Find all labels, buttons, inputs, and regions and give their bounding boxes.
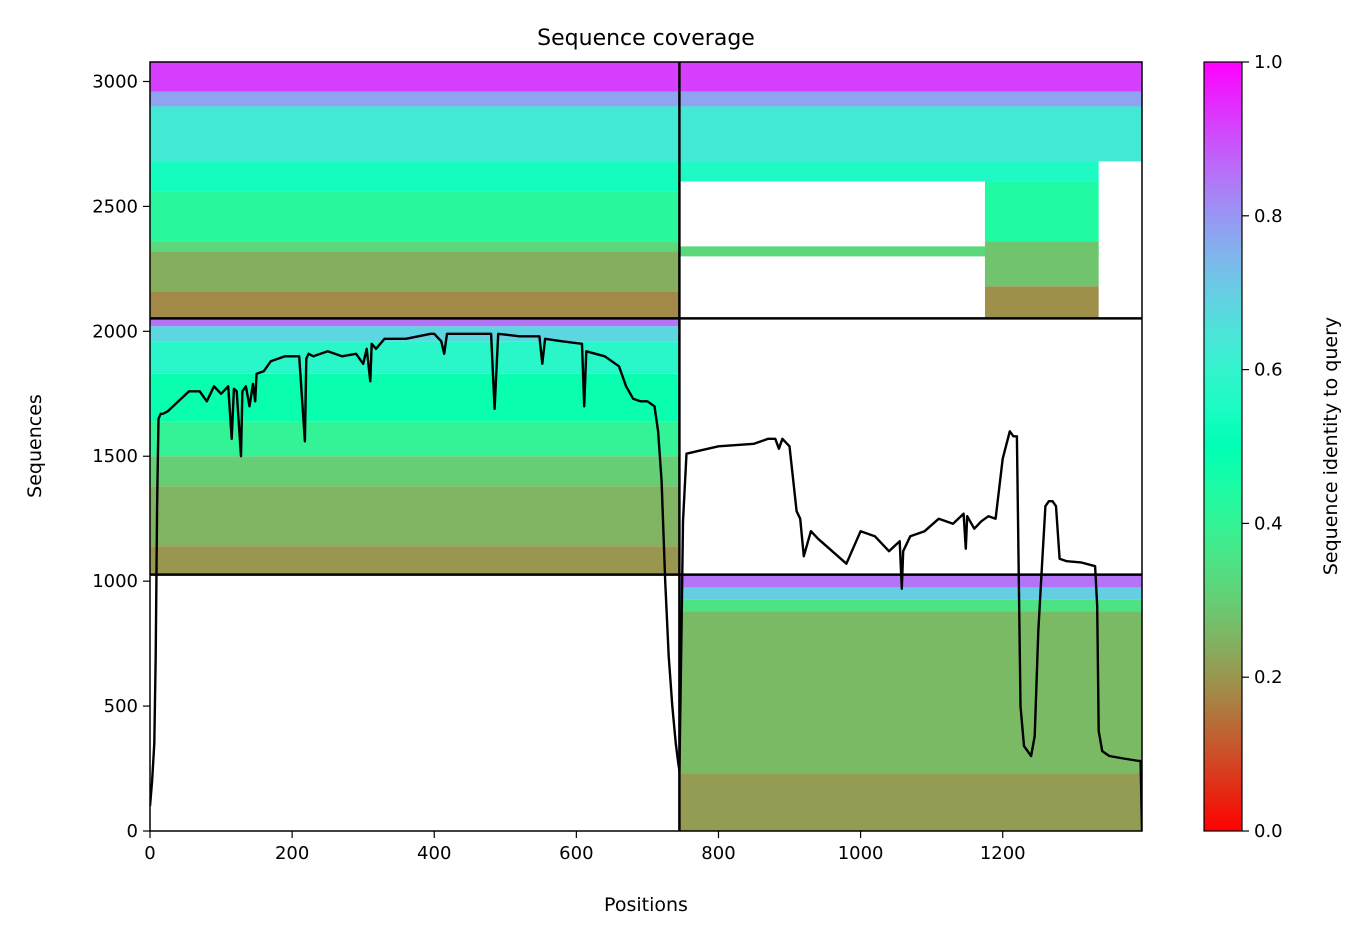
heatmap-band-2-0 [150,62,680,92]
y-axis-label: Sequences [24,394,46,498]
heatmap-band-1-4 [679,773,1142,831]
y-tick-label: 1000 [92,571,138,592]
y-tick-label: 0 [127,821,138,842]
heatmap-band-5-2 [984,286,1099,319]
heatmap-band-2-4 [150,191,680,242]
colorbar-label: Sequence identity to query [1320,317,1342,575]
heatmap-band-2-2 [150,106,680,162]
y-tick-label: 2500 [92,196,138,217]
heatmap-band-2-7 [150,291,680,319]
heatmap-band-4-0 [679,161,1099,182]
plot-frame [149,61,1143,832]
heatmap-band-0-2 [150,341,680,374]
heatmap-band-5-1 [984,241,1099,287]
heatmap-band-2-3 [150,161,680,192]
heatmap-band-2-5 [150,241,680,252]
heatmap-band-1-3 [679,611,1142,774]
x-tick-label: 400 [417,843,451,864]
coverage-line-layer [150,332,1142,831]
x-tick-label: 800 [701,843,735,864]
heatmap-band-1-1 [679,587,1142,600]
colorbar-tick-label: 0.0 [1254,821,1283,842]
heatmap-band-0-4 [150,421,680,457]
y-axis-ticks: 0 500 1000 1500 2000 2500 3000 [92,71,150,842]
heatmap-band-3-2 [679,106,1142,162]
x-tick-label: 0 [144,843,155,864]
x-axis-label: Positions [604,894,688,916]
x-tick-label: 1000 [838,843,884,864]
y-tick-label: 3000 [92,71,138,92]
colorbar-tick-label: 1.0 [1254,52,1283,73]
y-tick-label: 1500 [92,446,138,467]
heatmap-band-0-0 [150,318,680,327]
y-tick-label: 2000 [92,321,138,342]
heatmap-band-2-6 [150,251,680,292]
chart-title: Sequence coverage [537,26,755,51]
x-axis-ticks: 0 200 400 600 800 1000 1200 [144,831,1026,864]
heatmap-band-1-0 [679,574,1142,588]
x-tick-label: 200 [275,843,309,864]
x-tick-label: 1200 [980,843,1026,864]
x-tick-label: 600 [559,843,593,864]
heatmap-band-2-1 [150,91,680,107]
colorbar-tick-label: 0.8 [1254,206,1283,227]
heatmap-band-0-1 [150,326,680,342]
heatmap-band-1-2 [679,599,1142,612]
coverage-line [150,332,1142,831]
colorbar-tick-label: 0.4 [1254,513,1283,534]
colorbar-ticks: 0.0 0.2 0.4 0.6 0.8 1.0 [1242,52,1283,842]
colorbar [1203,61,1243,832]
heatmap-band-0-7 [150,546,680,575]
heatmap-band-5-0 [984,181,1099,242]
heatmap-band-0-6 [150,486,680,547]
heatmap-band-4-1 [679,246,1099,257]
heatmap-band-3-1 [679,91,1142,107]
colorbar-tick-label: 0.6 [1254,360,1283,381]
heatmap-band-3-0 [679,62,1142,92]
colorbar-tick-label: 0.2 [1254,667,1283,688]
heatmap-band-0-5 [150,456,680,487]
y-tick-label: 500 [104,696,138,717]
